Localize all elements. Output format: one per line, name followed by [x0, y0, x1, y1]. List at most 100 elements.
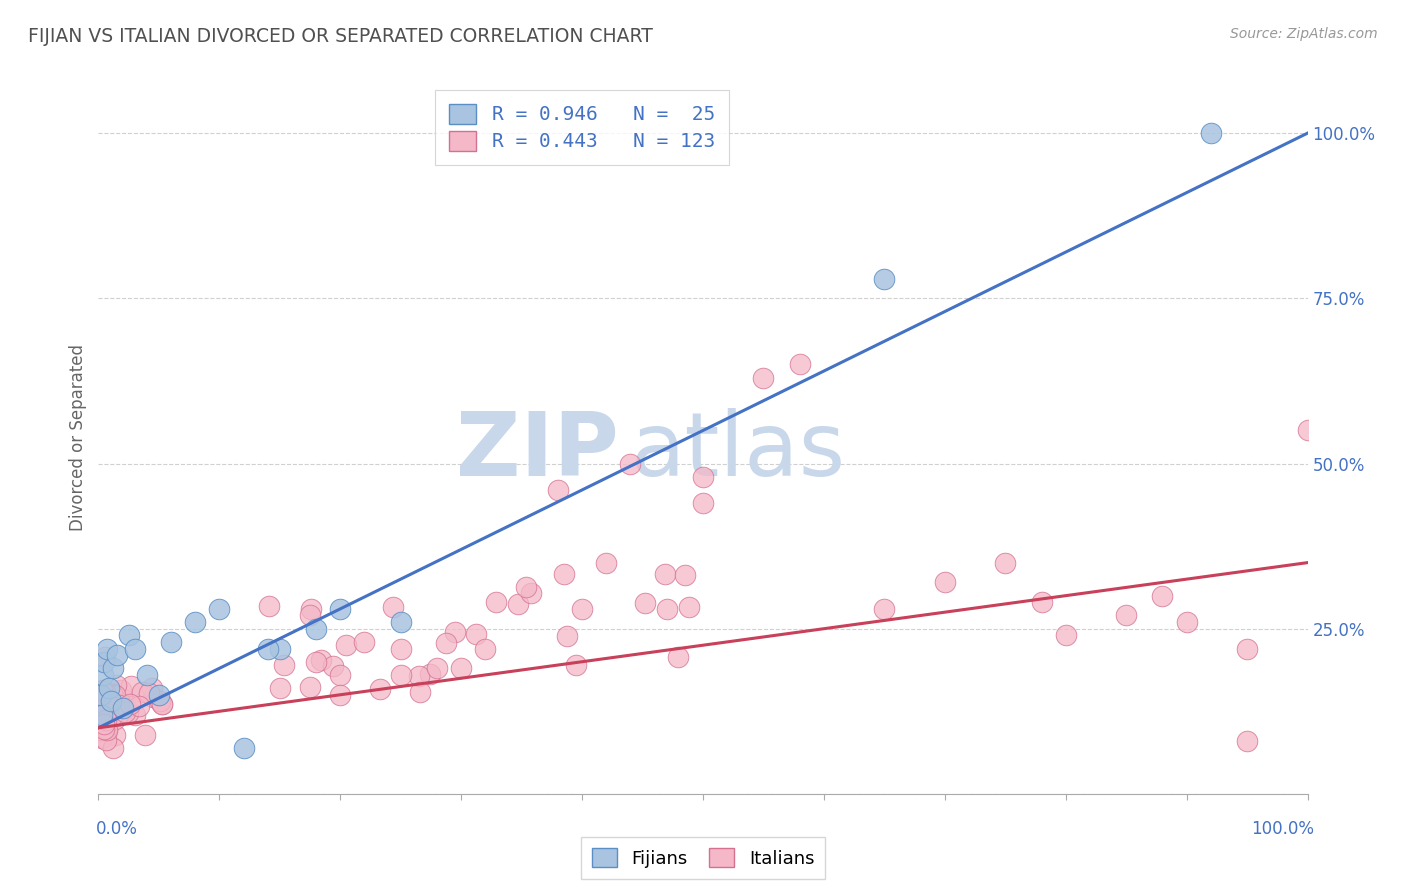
Text: Source: ZipAtlas.com: Source: ZipAtlas.com	[1230, 27, 1378, 41]
Point	[565, 658, 588, 673]
Point	[389, 641, 412, 656]
Point	[124, 707, 146, 722]
Point	[91, 701, 114, 715]
Point	[94, 698, 117, 712]
Point	[273, 658, 295, 673]
Point	[353, 635, 375, 649]
Point	[104, 688, 127, 702]
Point	[96, 713, 118, 727]
Point	[309, 653, 332, 667]
Legend: R = 0.946   N =  25, R = 0.443   N = 123: R = 0.946 N = 25, R = 0.443 N = 123	[436, 90, 728, 165]
Point	[269, 641, 291, 656]
Point	[118, 628, 141, 642]
Point	[107, 708, 129, 723]
Point	[100, 694, 122, 708]
Point	[692, 496, 714, 510]
Point	[257, 599, 280, 614]
Point	[389, 668, 412, 682]
Point	[675, 568, 697, 582]
Point	[666, 649, 689, 664]
Point	[208, 602, 231, 616]
Point	[150, 697, 173, 711]
Point	[101, 740, 124, 755]
Point	[91, 701, 114, 715]
Point	[256, 641, 278, 656]
Point	[485, 595, 508, 609]
Point	[419, 667, 441, 681]
Point	[141, 681, 163, 695]
Point	[1199, 126, 1222, 140]
Point	[142, 690, 165, 705]
Point	[89, 706, 111, 721]
Point	[90, 688, 112, 702]
Point	[1296, 424, 1319, 438]
Point	[124, 641, 146, 656]
Point	[120, 679, 142, 693]
Point	[1175, 615, 1198, 629]
Point	[97, 699, 120, 714]
Point	[114, 705, 136, 719]
Point	[93, 692, 115, 706]
Point	[90, 701, 112, 715]
Point	[299, 601, 322, 615]
Point	[329, 668, 352, 682]
Point	[90, 692, 112, 706]
Point	[1236, 734, 1258, 748]
Point	[655, 602, 678, 616]
Point	[335, 639, 357, 653]
Point	[87, 710, 110, 724]
Point	[105, 648, 128, 662]
Legend: Fijians, Italians: Fijians, Italians	[581, 838, 825, 879]
Point	[98, 681, 121, 695]
Y-axis label: Divorced or Separated: Divorced or Separated	[69, 343, 87, 531]
Point	[269, 681, 291, 695]
Point	[184, 615, 207, 629]
Point	[97, 689, 120, 703]
Point	[91, 721, 114, 735]
Point	[322, 658, 344, 673]
Point	[134, 728, 156, 742]
Point	[299, 680, 322, 694]
Point	[595, 556, 617, 570]
Point	[94, 684, 117, 698]
Point	[94, 733, 117, 747]
Point	[654, 567, 676, 582]
Point	[90, 684, 112, 698]
Point	[571, 602, 593, 616]
Point	[148, 694, 170, 708]
Point	[89, 711, 111, 725]
Point	[96, 723, 118, 738]
Point	[555, 629, 578, 643]
Text: 100.0%: 100.0%	[1251, 820, 1315, 838]
Point	[444, 624, 467, 639]
Point	[329, 688, 352, 702]
Point	[678, 599, 700, 614]
Point	[1236, 641, 1258, 656]
Text: atlas: atlas	[630, 408, 845, 495]
Point	[101, 705, 124, 719]
Point	[634, 596, 657, 610]
Point	[1031, 595, 1053, 609]
Point	[104, 728, 127, 742]
Point	[329, 602, 352, 616]
Point	[90, 694, 112, 708]
Point	[873, 271, 896, 285]
Point	[409, 684, 432, 698]
Point	[368, 682, 391, 697]
Point	[93, 650, 115, 665]
Point	[389, 615, 412, 629]
Point	[91, 730, 114, 744]
Point	[752, 370, 775, 384]
Point	[553, 567, 575, 582]
Point	[464, 627, 486, 641]
Point	[515, 580, 537, 594]
Point	[160, 635, 183, 649]
Point	[91, 668, 114, 682]
Text: ZIP: ZIP	[456, 408, 619, 495]
Point	[104, 678, 127, 692]
Point	[135, 668, 157, 682]
Point	[934, 575, 956, 590]
Point	[93, 655, 115, 669]
Point	[94, 723, 117, 737]
Point	[89, 723, 111, 737]
